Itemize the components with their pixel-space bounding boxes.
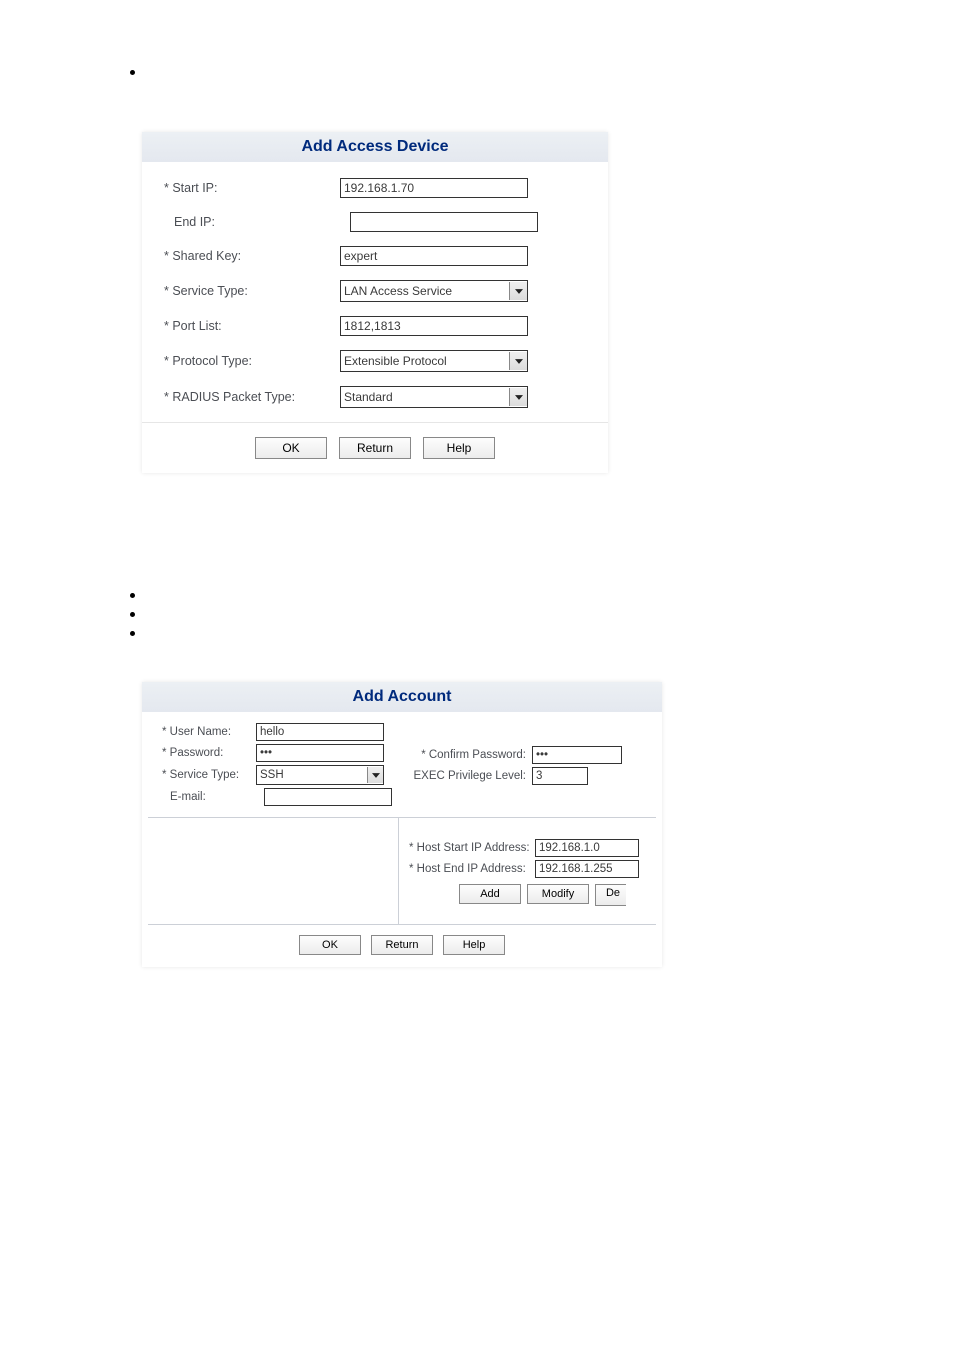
list-bullet <box>130 631 135 636</box>
service-type-select[interactable]: LAN Access Service <box>340 280 528 302</box>
modify-button[interactable]: Modify <box>527 884 589 904</box>
ok-button[interactable]: OK <box>299 935 361 955</box>
user-name-label: * User Name: <box>148 726 256 738</box>
email-label: E-mail: <box>148 791 264 803</box>
help-button[interactable]: Help <box>443 935 505 955</box>
list-bullet <box>130 70 135 75</box>
ok-button[interactable]: OK <box>255 437 327 459</box>
service-type-value: SSH <box>257 769 367 781</box>
chevron-down-icon <box>509 388 527 406</box>
add-button[interactable]: Add <box>459 884 521 904</box>
protocol-type-value: Extensible Protocol <box>341 354 509 368</box>
list-bullet <box>130 593 135 598</box>
password-label: * Password: <box>148 747 256 759</box>
host-end-ip-label: * Host End IP Address: <box>409 863 535 875</box>
end-ip-input[interactable] <box>350 212 538 232</box>
service-type-label: * Service Type: <box>148 769 256 781</box>
confirm-password-input[interactable] <box>532 746 622 764</box>
start-ip-label: * Start IP: <box>152 181 340 195</box>
service-type-value: LAN Access Service <box>341 284 509 298</box>
delete-button[interactable]: De <box>595 884 626 906</box>
help-button[interactable]: Help <box>423 437 495 459</box>
chevron-down-icon <box>509 282 527 300</box>
radius-packet-type-value: Standard <box>341 390 509 404</box>
host-start-ip-input[interactable] <box>535 839 639 857</box>
host-end-ip-input[interactable] <box>535 860 639 878</box>
service-type-select[interactable]: SSH <box>256 765 384 785</box>
service-type-label: * Service Type: <box>152 284 340 298</box>
exec-priv-label: EXEC Privilege Level: <box>402 770 532 782</box>
panel-title: Add Access Device <box>142 132 608 162</box>
email-input[interactable] <box>264 788 392 806</box>
start-ip-input[interactable] <box>340 178 528 198</box>
radius-packet-type-select[interactable]: Standard <box>340 386 528 408</box>
protocol-type-label: * Protocol Type: <box>152 354 340 368</box>
chevron-down-icon <box>367 767 383 783</box>
end-ip-label: End IP: <box>152 215 350 229</box>
password-input[interactable] <box>256 744 384 762</box>
return-button[interactable]: Return <box>339 437 411 459</box>
port-list-label: * Port List: <box>152 319 340 333</box>
shared-key-input[interactable] <box>340 246 528 266</box>
radius-packet-type-label: * RADIUS Packet Type: <box>152 390 340 404</box>
return-button[interactable]: Return <box>371 935 433 955</box>
add-access-device-panel: Add Access Device * Start IP: End IP: * … <box>142 132 608 473</box>
protocol-type-select[interactable]: Extensible Protocol <box>340 350 528 372</box>
list-bullet <box>130 612 135 617</box>
exec-priv-input[interactable] <box>532 767 588 785</box>
confirm-password-label: * Confirm Password: <box>402 749 532 761</box>
host-start-ip-label: * Host Start IP Address: <box>409 842 535 854</box>
panel-title: Add Account <box>142 682 662 712</box>
user-name-input[interactable] <box>256 723 384 741</box>
host-list-area <box>148 818 399 924</box>
shared-key-label: * Shared Key: <box>152 249 340 263</box>
add-account-panel: Add Account * User Name: * Password: * S… <box>142 682 662 967</box>
chevron-down-icon <box>509 352 527 370</box>
port-list-input[interactable] <box>340 316 528 336</box>
